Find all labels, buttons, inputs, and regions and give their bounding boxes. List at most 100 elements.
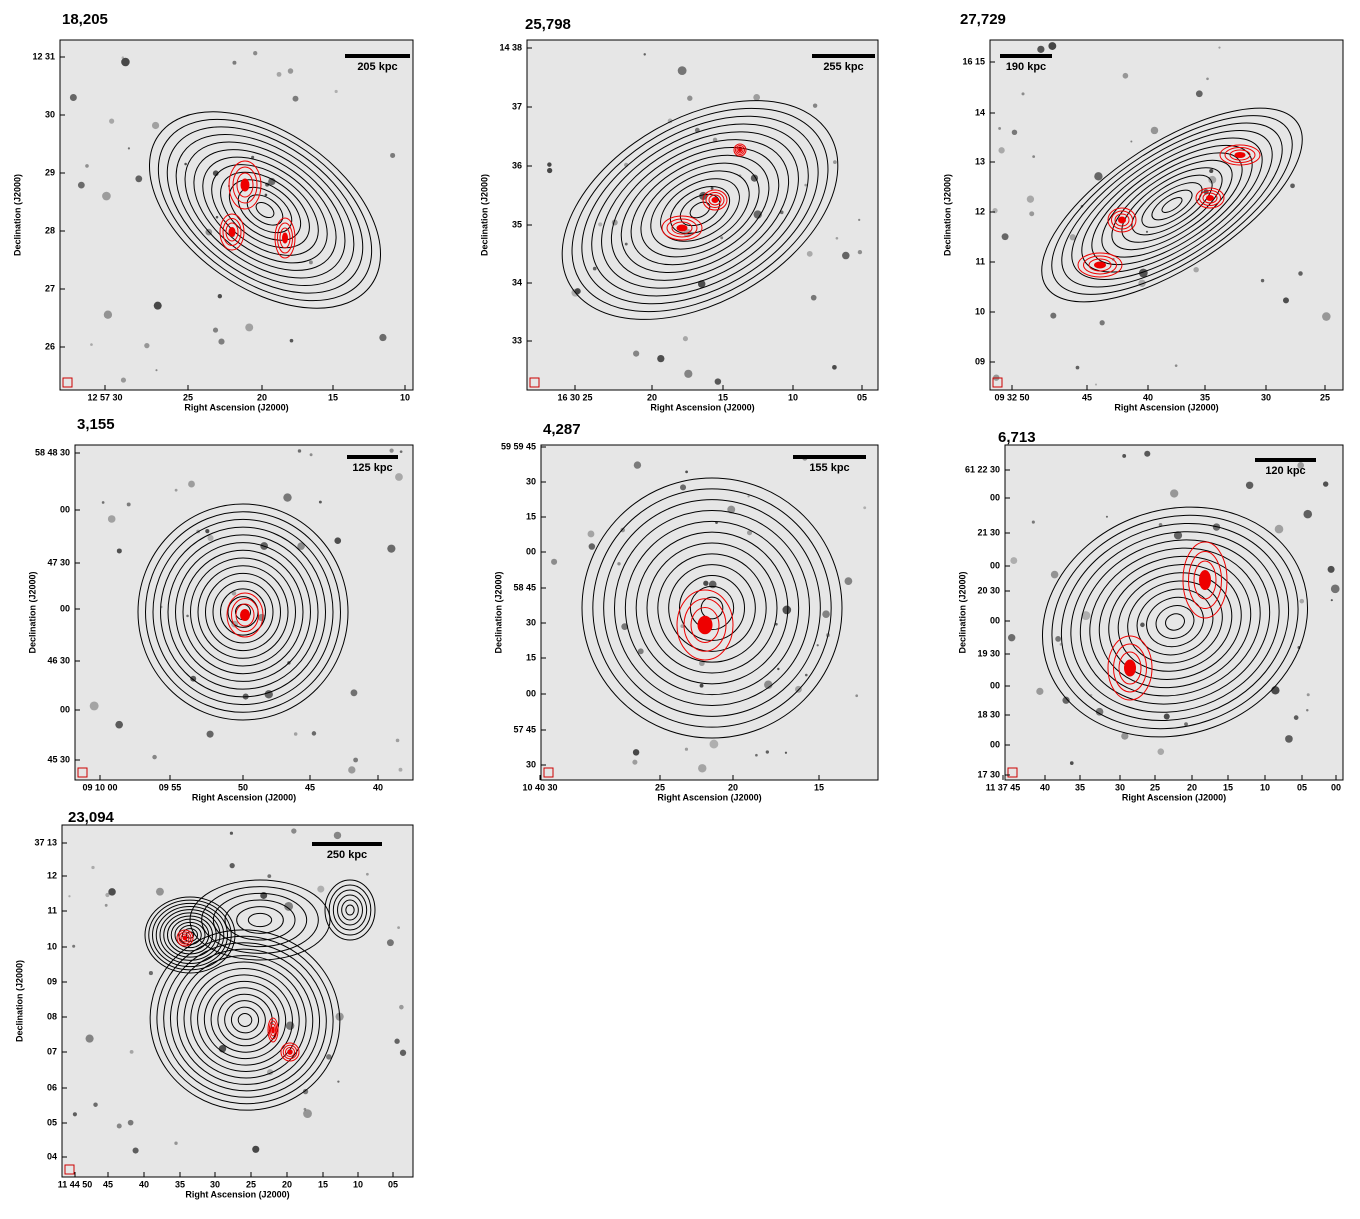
red-contour: [285, 1047, 295, 1057]
radio-contour: [183, 961, 307, 1079]
star: [89, 701, 99, 711]
star: [326, 1054, 332, 1060]
x-tick-label: 09 55: [159, 782, 182, 792]
y-tick-label: 30: [526, 759, 536, 769]
red-contour: [267, 1017, 279, 1043]
star: [353, 757, 359, 763]
star: [127, 147, 131, 150]
star: [1184, 722, 1188, 727]
x-tick-label: 40: [373, 782, 383, 792]
star: [205, 529, 210, 534]
star: [632, 759, 638, 765]
y-axis-label: Declination (J2000): [957, 571, 967, 653]
radio-contour: [201, 886, 319, 954]
y-tick-label: 34: [512, 277, 522, 287]
star: [855, 694, 859, 698]
x-tick-label: 30: [1115, 782, 1125, 792]
star: [1163, 713, 1170, 720]
radio-contour: [237, 1013, 253, 1027]
star: [1306, 693, 1310, 697]
star: [1195, 90, 1203, 98]
x-tick-label: 05: [857, 392, 867, 402]
star: [218, 338, 225, 345]
radio-contour: [620, 146, 780, 274]
star: [746, 530, 753, 536]
star: [1062, 696, 1070, 704]
radio-contour: [175, 133, 355, 287]
radio-contour: [624, 520, 800, 696]
radio-contour: [571, 107, 829, 313]
y-tick-label: 08: [47, 1011, 57, 1021]
star: [207, 534, 214, 542]
radio-contour: [601, 131, 799, 289]
panel-title: 25,798: [525, 16, 571, 33]
star: [348, 766, 356, 774]
star: [709, 739, 719, 749]
star: [394, 1038, 400, 1044]
red-contour: [1118, 216, 1126, 224]
star: [551, 558, 558, 565]
x-axis-label: Right Ascension (J2000): [184, 402, 288, 412]
star: [90, 343, 93, 346]
star: [77, 181, 85, 189]
y-tick-label: 58 48 30: [35, 447, 70, 457]
y-tick-label: 10: [47, 941, 57, 951]
y-tick-label: 00: [60, 704, 70, 714]
star: [276, 71, 282, 77]
radio-contour: [610, 139, 790, 281]
star: [1050, 312, 1057, 319]
star: [699, 683, 704, 688]
scale-bar-label: 125 kpc: [352, 462, 392, 474]
radio-contour: [167, 534, 319, 690]
star: [587, 530, 595, 538]
radio-contour: [1165, 613, 1185, 631]
y-tick-label: 00: [990, 615, 1000, 625]
x-tick-label: 50: [238, 782, 248, 792]
star: [91, 865, 95, 870]
y-tick-label: 10: [975, 306, 985, 316]
star: [229, 862, 235, 869]
y-tick-label: 15: [526, 652, 536, 662]
y-tick-label: 14 38: [499, 42, 522, 52]
panel: 125 kpc 3,155 58 48 30 00 47 30 00 46 30 00 45 3…: [27, 416, 414, 802]
star: [303, 1109, 312, 1118]
image-background: [61, 824, 414, 1178]
star: [804, 673, 808, 677]
red-contour: [1088, 258, 1112, 272]
radio-contour: [1051, 115, 1293, 295]
radio-contour: [237, 186, 293, 234]
star: [334, 537, 342, 545]
x-tick-label: 15: [814, 782, 824, 792]
star: [687, 95, 693, 101]
star: [293, 732, 298, 736]
x-tick-label: 25: [183, 392, 193, 402]
star: [148, 971, 153, 976]
star: [998, 147, 1005, 154]
star: [1208, 175, 1217, 184]
star: [1245, 481, 1254, 489]
star: [810, 294, 817, 301]
x-axis-label: Right Ascension (J2000): [192, 792, 296, 802]
red-contour: [1113, 643, 1147, 693]
red-contour: [231, 598, 259, 632]
star: [184, 162, 187, 166]
radio-contour: [650, 170, 750, 250]
beam: [1007, 767, 1018, 778]
red-contour: [279, 227, 291, 249]
star: [753, 94, 761, 101]
star: [72, 944, 76, 948]
star: [727, 505, 736, 514]
red-contour: [277, 222, 293, 254]
red-contour: [1219, 144, 1261, 166]
radio-contour: [591, 123, 809, 297]
y-tick-label: 04: [47, 1151, 57, 1161]
panel-title: 27,729: [960, 11, 1006, 28]
star: [685, 470, 688, 474]
star: [101, 501, 105, 504]
y-tick-label: 30: [526, 617, 536, 627]
star: [1282, 297, 1289, 304]
radio-contour: [145, 511, 341, 713]
star: [588, 543, 596, 550]
red-contour: [178, 931, 192, 945]
